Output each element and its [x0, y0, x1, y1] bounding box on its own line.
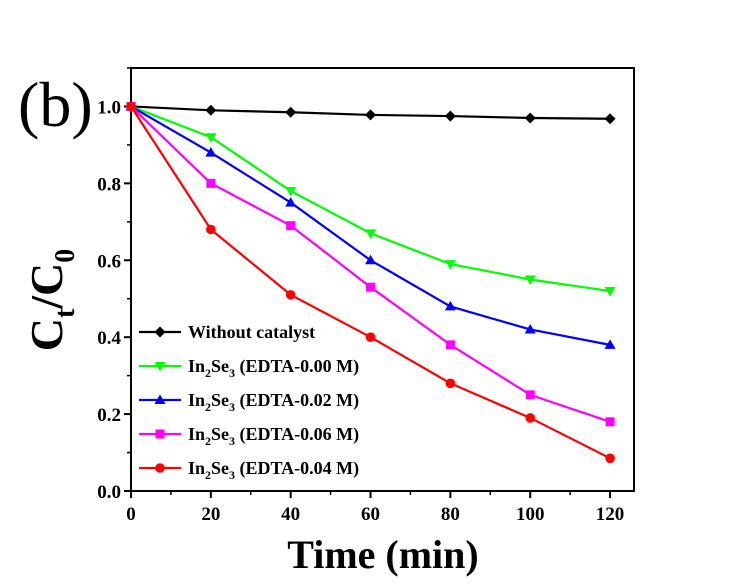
y-axis-title: Ct/C0	[21, 249, 81, 352]
y-tick-label: 0.6	[97, 251, 121, 272]
x-tick-label: 20	[201, 504, 220, 525]
data-point	[605, 417, 615, 427]
data-point	[444, 110, 456, 122]
data-point	[445, 378, 456, 389]
y-tick-label: 0.0	[97, 482, 121, 503]
data-point	[525, 413, 536, 423]
legend-label: In2Se3 (EDTA-0.06 M)	[188, 424, 359, 448]
y-tick-label: 0.4	[97, 328, 121, 349]
data-point	[524, 112, 536, 124]
legend-label: In2Se3 (EDTA-0.02 M)	[188, 390, 359, 414]
data-point	[285, 106, 297, 118]
data-point	[604, 113, 616, 125]
legend: Without catalyst In2Se3 (EDTA-0.00 M) In2S…	[139, 322, 359, 482]
y-axis-title-sub-t: t	[50, 308, 81, 318]
x-tick-label: 80	[441, 504, 460, 525]
y-tick-label: 0.8	[97, 174, 121, 195]
legend-label: In2Se3 (EDTA-0.00 M)	[188, 356, 359, 380]
legend-item-3: In2Se3 (EDTA-0.06 M)	[139, 424, 359, 448]
series-layer	[125, 100, 616, 464]
series-2	[125, 100, 616, 349]
panel-label: (b)	[18, 69, 93, 140]
data-point	[604, 287, 616, 297]
data-point	[205, 104, 217, 116]
legend-label: In2Se3 (EDTA-0.04 M)	[188, 458, 359, 482]
legend-label: Without catalyst	[188, 322, 315, 342]
y-axis-title-c: C	[21, 318, 72, 351]
y-tick-label: 0.2	[97, 405, 121, 426]
legend-marker	[155, 463, 165, 473]
data-point	[444, 260, 456, 270]
legend-marker	[155, 429, 165, 439]
data-point	[605, 453, 615, 464]
data-point	[445, 340, 455, 350]
plot-frame	[130, 67, 635, 492]
x-tick-label: 40	[281, 504, 300, 525]
data-point	[365, 254, 377, 265]
x-axis-title: Time (min)	[287, 532, 478, 577]
plot-border	[130, 67, 635, 492]
data-point	[206, 224, 216, 235]
data-point	[285, 187, 297, 197]
series-1	[125, 102, 616, 297]
legend-marker	[154, 394, 166, 404]
data-point	[444, 300, 456, 311]
x-tick-label: 0	[126, 504, 136, 525]
y-axis-title-sub-0: 0	[50, 249, 81, 263]
data-point	[285, 290, 296, 300]
data-point	[286, 221, 296, 231]
y-axis-title-slash: /	[21, 295, 72, 310]
legend-item-2: In2Se3 (EDTA-0.02 M)	[139, 390, 359, 414]
legend-item-4: In2Se3 (EDTA-0.04 M)	[139, 458, 359, 482]
data-point	[126, 101, 136, 112]
legend-marker	[154, 362, 166, 372]
series-4	[126, 101, 615, 464]
data-point	[365, 332, 376, 342]
series-line	[130, 105, 611, 346]
data-point	[525, 390, 535, 400]
data-point	[366, 282, 376, 292]
data-point	[524, 275, 536, 285]
y-tick-label: 1.0	[97, 97, 121, 118]
axis-ticks	[124, 67, 612, 498]
data-point	[285, 197, 297, 207]
series-0	[125, 100, 616, 125]
data-point	[604, 339, 616, 349]
data-point	[524, 323, 536, 334]
svg-text:Ct/C0: Ct/C0	[21, 249, 81, 352]
y-axis-title-c0: C	[21, 263, 72, 296]
data-point	[205, 133, 217, 143]
data-point	[206, 178, 216, 188]
x-tick-label: 100	[516, 504, 545, 525]
data-point	[365, 229, 377, 239]
tick-labels: 0 20 40 60 80 100 120 0.0 0.2 0.4 0.6 0.8 1.0	[97, 97, 624, 525]
legend-marker	[154, 326, 166, 338]
legend-item-1: In2Se3 (EDTA-0.00 M)	[139, 356, 359, 380]
data-point	[205, 147, 217, 157]
data-point	[365, 109, 377, 121]
legend-item-0: Without catalyst	[139, 322, 315, 342]
x-tick-label: 60	[361, 504, 380, 525]
x-tick-label: 120	[596, 504, 625, 525]
